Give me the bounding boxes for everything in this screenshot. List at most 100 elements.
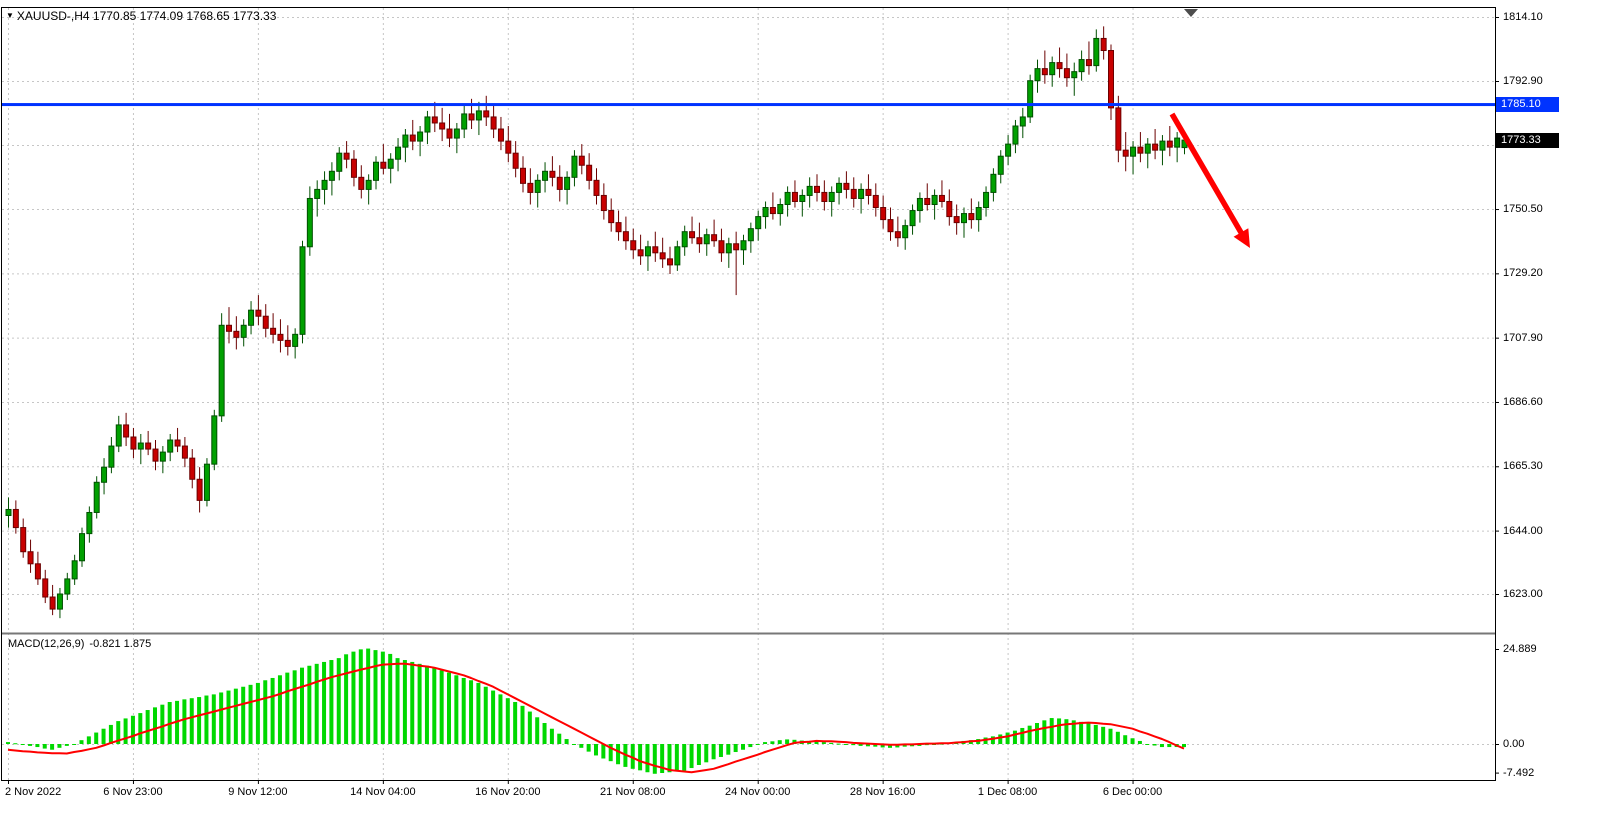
macd-histogram-bar: [520, 705, 525, 744]
macd-histogram-bar: [645, 744, 650, 773]
symbol-dropdown-icon[interactable]: ▼: [6, 11, 14, 20]
hline-price-tag[interactable]: 1785.10: [1496, 97, 1559, 113]
bear-candle-body: [512, 152, 519, 169]
macd-histogram-bar: [204, 695, 209, 744]
bull-candle-body: [402, 134, 409, 148]
bear-candle-body: [821, 191, 828, 202]
bull-candle-body: [755, 216, 762, 230]
bull-candle-body: [314, 188, 321, 199]
macd-values-text: -0.821 1.875: [89, 638, 152, 650]
macd-histogram-bar: [821, 742, 826, 744]
macd-histogram-bar: [1101, 726, 1106, 744]
bear-candle-body: [1166, 140, 1173, 148]
macd-histogram-bar: [594, 744, 598, 756]
chart-shift-marker-icon[interactable]: [1184, 9, 1198, 17]
bear-candle-body: [233, 330, 240, 338]
bear-candle-body: [953, 216, 960, 224]
macd-histogram-bar: [322, 661, 327, 744]
bear-candle-body: [270, 327, 277, 335]
bear-candle-body: [196, 478, 203, 501]
bear-candle-body: [527, 182, 534, 193]
bear-candle-body: [358, 176, 365, 190]
macd-histogram-bar: [211, 694, 216, 744]
bull-candle-body: [1019, 116, 1026, 127]
macd-histogram-bar: [1182, 744, 1186, 748]
bear-candle-body: [696, 237, 703, 245]
bull-candle-body: [644, 246, 651, 257]
bear-candle-body: [1137, 146, 1144, 154]
bear-candle-body: [630, 240, 637, 251]
macd-histogram-bar: [616, 744, 621, 765]
bear-candle-body: [1152, 143, 1159, 151]
bull-candle-body: [203, 463, 210, 501]
macd-histogram-bar: [748, 744, 753, 748]
bear-candle-body: [622, 231, 629, 242]
macd-histogram-bar: [836, 743, 841, 745]
macd-histogram-bar: [498, 694, 503, 744]
bull-candle-body: [902, 225, 909, 239]
macd-histogram-bar: [564, 739, 569, 744]
bull-candle-body: [292, 333, 299, 347]
macd-histogram-bar: [1064, 719, 1069, 744]
bear-candle-body: [872, 194, 879, 209]
bear-candle-body: [490, 116, 497, 130]
macd-histogram-bar: [1159, 744, 1164, 748]
time-axis-label: 16 Nov 20:00: [475, 786, 541, 798]
macd-histogram-bar: [1108, 728, 1113, 744]
macd-histogram-bar: [226, 690, 231, 744]
price-axis-label: 1750.50: [1503, 203, 1543, 216]
bull-candle-body: [571, 155, 578, 178]
resistance-hline[interactable]: [2, 103, 1495, 107]
bear-candle-body: [1108, 50, 1114, 109]
price-axis-label: 1644.00: [1503, 524, 1543, 537]
macd-histogram-bar: [72, 744, 77, 745]
bear-candle-body: [711, 234, 718, 242]
bear-candle-body: [277, 333, 284, 341]
bull-candle-body: [1034, 68, 1041, 82]
macd-histogram-bar: [1093, 724, 1098, 744]
macd-histogram-bar: [733, 744, 738, 753]
macd-histogram-bar: [741, 744, 745, 750]
macd-histogram-bar: [130, 715, 135, 744]
macd-histogram-bar: [160, 704, 165, 744]
macd-histogram-bar: [476, 682, 481, 744]
bull-candle-body: [1159, 140, 1166, 151]
time-axis-label: 2 Nov 2022: [5, 786, 62, 798]
down-arrow-shaft[interactable]: [1169, 112, 1246, 238]
bull-candle-body: [211, 415, 218, 465]
bear-candle-body: [284, 339, 291, 347]
bear-candle-body: [968, 213, 975, 221]
down-arrow-head: [1233, 228, 1250, 248]
macd-axis-label: 0.00: [1503, 738, 1525, 750]
macd-histogram-bar: [843, 744, 848, 745]
macd-histogram-bar: [814, 741, 819, 744]
bull-candle-body: [299, 246, 306, 335]
macd-histogram-bar: [1167, 744, 1172, 748]
macd-histogram-bar: [439, 670, 444, 744]
bull-candle-body: [159, 451, 166, 462]
macd-histogram-bar: [13, 743, 18, 745]
macd-histogram-bar: [1035, 723, 1039, 744]
bull-candle-body: [681, 231, 688, 248]
bear-candle-body: [497, 128, 504, 142]
bull-candle-body: [79, 533, 85, 562]
macd-histogram-bar: [182, 699, 187, 744]
current-price-tag: 1773.33: [1496, 132, 1559, 148]
time-axis-label: 21 Nov 08:00: [600, 786, 666, 798]
macd-histogram-bar: [1027, 725, 1032, 744]
macd-histogram-bar: [704, 744, 709, 763]
macd-histogram-bar: [557, 733, 562, 744]
macd-histogram-bar: [1005, 732, 1010, 744]
macd-histogram-bar: [432, 667, 437, 744]
bear-candle-body: [34, 563, 41, 580]
macd-histogram-bar: [571, 744, 576, 745]
macd-histogram-bar: [674, 744, 679, 772]
macd-histogram-bar: [145, 710, 150, 744]
macd-histogram-bar: [829, 742, 834, 744]
bull-candle-body: [762, 207, 769, 218]
macd-axis-label: -7.492: [1503, 766, 1535, 779]
bear-candle-body: [1100, 37, 1107, 52]
price-axis-label: 1623.00: [1503, 588, 1543, 600]
